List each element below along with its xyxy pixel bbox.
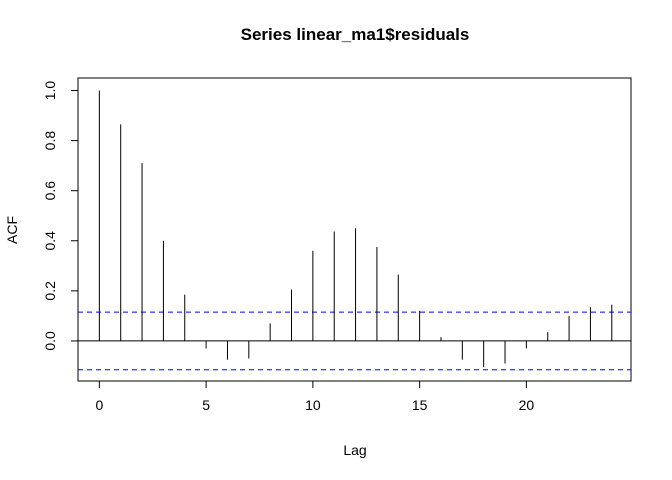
x-tick-label: 10 <box>305 397 321 413</box>
y-tick-label: 0.2 <box>42 281 58 301</box>
x-tick-label: 15 <box>412 397 428 413</box>
plot-layer <box>78 90 631 371</box>
x-tick-label: 0 <box>95 397 103 413</box>
y-tick-label: 0.4 <box>42 231 58 251</box>
x-tick-label: 5 <box>202 397 210 413</box>
y-tick-label: 1.0 <box>42 81 58 101</box>
y-axis-label: ACF <box>4 216 20 244</box>
axes-layer: 0 5 10 15 20 0.0 0.2 0.4 0.6 0.8 1.0 <box>42 81 534 413</box>
x-tick-label: 20 <box>519 397 535 413</box>
y-tick-label: 0.8 <box>42 131 58 151</box>
y-tick-label: 0.0 <box>42 331 58 351</box>
y-tick-label: 0.6 <box>42 181 58 201</box>
x-axis-label: Lag <box>343 442 366 458</box>
chart-title: Series linear_ma1$residuals <box>241 25 470 44</box>
